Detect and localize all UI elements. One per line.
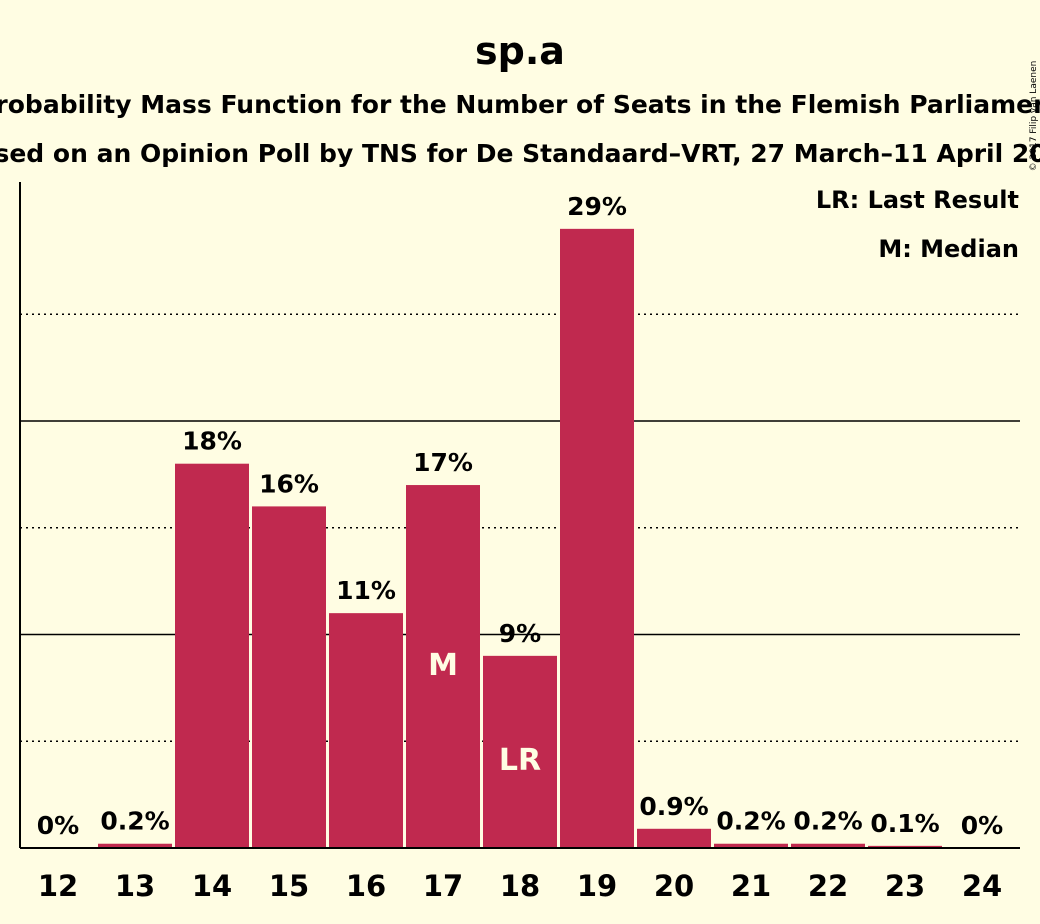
x-tick-17: 17 <box>423 869 463 903</box>
bars <box>98 228 942 849</box>
bar-18 <box>483 655 557 848</box>
value-label-17: 17% <box>413 448 473 477</box>
x-tick-16: 16 <box>346 869 386 903</box>
x-tick-14: 14 <box>192 869 232 903</box>
value-label-15: 16% <box>259 469 319 498</box>
x-tick-22: 22 <box>808 869 848 903</box>
bar-17 <box>406 485 480 848</box>
value-label-16: 11% <box>336 576 396 605</box>
x-tick-13: 13 <box>115 869 155 903</box>
x-tick-21: 21 <box>731 869 771 903</box>
x-tick-19: 19 <box>577 869 617 903</box>
bar-21 <box>714 843 788 848</box>
bar-13 <box>98 843 172 848</box>
value-label-13: 0.2% <box>100 807 169 836</box>
copyright-text: © 2017 Filip van Laenen <box>1029 61 1039 172</box>
chart-subtitle-2: Based on an Opinion Poll by TNS for De S… <box>0 139 1040 168</box>
bar-16 <box>329 613 403 848</box>
chart-title: sp.a <box>475 29 565 73</box>
legend-median: M: Median <box>878 235 1019 263</box>
x-tick-20: 20 <box>654 869 694 903</box>
x-tick-15: 15 <box>269 869 309 903</box>
legend-last-result: LR: Last Result <box>816 186 1019 214</box>
value-label-14: 18% <box>182 427 242 456</box>
x-tick-23: 23 <box>885 869 925 903</box>
bar-22 <box>791 843 865 848</box>
x-tick-12: 12 <box>38 869 78 903</box>
last-result-marker: LR <box>499 743 541 778</box>
x-tick-labels: 12 13 14 15 16 17 18 19 20 21 22 23 24 <box>38 869 1002 903</box>
value-label-12: 0% <box>37 811 79 840</box>
value-labels: 0% 0.2% 18% 16% 11% 17% 9% 29% 0.9% 0.2% 0.2% 0.1% 0… <box>37 192 1003 840</box>
value-label-22: 0.2% <box>793 807 862 836</box>
bar-14 <box>175 463 249 848</box>
bar-23 <box>868 845 942 848</box>
x-tick-18: 18 <box>500 869 540 903</box>
value-label-24: 0% <box>961 811 1003 840</box>
value-label-19: 29% <box>567 192 627 221</box>
chart-subtitle: Probability Mass Function for the Number… <box>0 90 1040 119</box>
value-label-23: 0.1% <box>870 809 939 838</box>
value-label-18: 9% <box>499 619 541 648</box>
value-label-20: 0.9% <box>639 792 708 821</box>
bar-20 <box>637 828 711 848</box>
x-tick-24: 24 <box>962 869 1002 903</box>
bar-15 <box>252 506 326 848</box>
bar-19 <box>560 228 634 849</box>
median-marker: M <box>428 648 458 683</box>
value-label-21: 0.2% <box>716 807 785 836</box>
